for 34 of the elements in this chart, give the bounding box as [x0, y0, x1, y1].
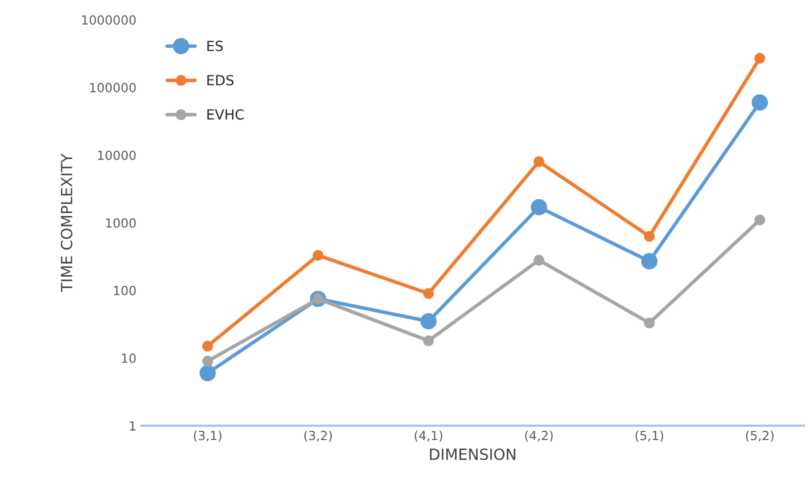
point [202, 356, 214, 367]
y-tick-label: 10 [122, 354, 136, 363]
x-tick-label: (5,2) [746, 430, 774, 442]
point [754, 52, 766, 64]
point [641, 253, 658, 270]
y-tick-label: 10000 [98, 150, 136, 160]
point [644, 230, 655, 242]
point [423, 335, 434, 346]
point [752, 94, 768, 111]
x-tick-label: (3,2) [304, 430, 332, 442]
point [644, 318, 655, 328]
y-tick-label: 1000000 [82, 15, 136, 25]
legend-label: EVHC [207, 109, 244, 120]
x-tick-label: (4,2) [525, 430, 553, 442]
point [423, 288, 434, 299]
y-tick-label: 100 [114, 286, 136, 296]
x-tick-label: (3,1) [194, 430, 222, 442]
legend-label: EDS [207, 74, 234, 86]
point [530, 199, 548, 216]
point [420, 313, 437, 330]
y-tick-label: 100000 [90, 82, 136, 92]
point [202, 340, 214, 352]
y-tick-label: 1 [130, 421, 136, 430]
x-axis-title: DIMENSION [430, 448, 516, 460]
x-tick-label: (5,1) [636, 430, 664, 442]
point [199, 364, 216, 382]
y-tick-label: 1000 [106, 218, 136, 228]
point [534, 254, 544, 266]
point [754, 214, 766, 226]
legend-label: ES [207, 40, 223, 52]
point [312, 250, 324, 261]
y-axis-title: TIME COMPLEXITY [60, 154, 72, 292]
x-tick-label: (4,1) [414, 430, 442, 442]
point [534, 156, 544, 168]
